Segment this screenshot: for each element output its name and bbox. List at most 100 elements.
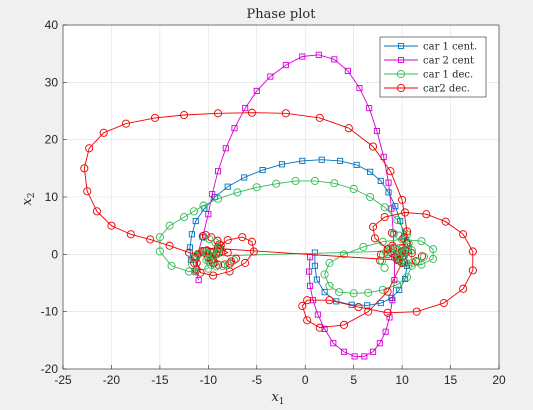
data-point <box>368 222 378 231</box>
data-point <box>224 183 231 190</box>
data-point <box>401 234 410 244</box>
data-point <box>213 194 223 203</box>
data-point <box>225 267 234 276</box>
data-point <box>366 192 375 202</box>
legend: car 1 cent. car 2 cent car 1 dec. car2 dec. <box>379 36 487 98</box>
data-point <box>212 262 221 271</box>
data-point <box>150 113 160 122</box>
x-axis-label-subscript: 1 <box>279 397 285 407</box>
data-point <box>340 348 348 355</box>
legend-entry: car2 dec. <box>384 84 470 95</box>
data-point <box>281 109 290 118</box>
data-point <box>242 105 249 112</box>
legend-entry: car 2 cent <box>384 56 474 67</box>
legend-label: car2 dec. <box>423 84 470 95</box>
data-point <box>441 217 450 226</box>
legend-marker <box>397 42 405 50</box>
data-point <box>459 284 468 293</box>
converged-cluster <box>188 232 239 276</box>
data-point <box>429 245 438 254</box>
data-point <box>395 231 404 240</box>
x-tick-label: 0 <box>302 373 309 387</box>
data-point <box>209 191 216 198</box>
data-point <box>396 286 403 293</box>
data-point <box>199 201 208 210</box>
data-point <box>380 153 387 160</box>
data-point <box>386 314 393 321</box>
data-point <box>184 248 194 257</box>
data-point <box>413 257 422 266</box>
data-point <box>382 328 389 335</box>
data-point <box>267 73 274 80</box>
data-point <box>282 62 289 69</box>
data-point <box>321 325 328 332</box>
data-point <box>223 235 232 245</box>
data-point <box>180 110 189 120</box>
data-point <box>419 252 428 261</box>
data-point <box>393 215 402 224</box>
series-4 <box>80 108 477 332</box>
data-point <box>349 289 358 298</box>
y-axis-label-main: x <box>20 198 35 206</box>
data-point <box>398 195 407 204</box>
data-point <box>222 145 229 152</box>
data-point <box>299 157 306 164</box>
x-tick-label: -20 <box>103 373 121 387</box>
data-point <box>356 85 363 92</box>
data-point <box>351 353 358 360</box>
series-line <box>189 159 408 306</box>
data-point <box>377 300 384 307</box>
data-point <box>307 282 314 289</box>
data-point <box>380 263 389 272</box>
data-point <box>249 247 258 256</box>
series-layer <box>80 51 477 360</box>
data-point <box>315 323 324 332</box>
data-point <box>291 176 300 185</box>
data-point <box>205 257 214 266</box>
data-point <box>315 51 322 58</box>
x-tick-label: 20 <box>492 373 506 387</box>
data-point <box>313 276 320 283</box>
data-point <box>383 287 392 296</box>
data-point <box>393 245 402 255</box>
data-point <box>361 353 368 360</box>
data-point <box>354 303 363 312</box>
legend-label: car 1 dec. <box>423 70 473 81</box>
data-point <box>205 234 214 244</box>
data-point <box>439 299 448 308</box>
data-point <box>339 320 349 329</box>
data-point <box>107 221 116 230</box>
legend-label: car 1 cent. <box>423 42 477 53</box>
data-point <box>99 128 108 137</box>
legend-label: car 2 cent <box>423 56 474 67</box>
y-tick-label: -20 <box>41 362 59 376</box>
data-point <box>278 161 286 168</box>
data-point <box>299 53 306 60</box>
data-point <box>220 260 229 269</box>
data-point <box>373 128 380 135</box>
data-point <box>191 254 200 263</box>
data-point <box>310 176 319 185</box>
data-point <box>80 164 89 173</box>
data-point <box>213 236 222 245</box>
data-point <box>422 210 431 219</box>
data-point <box>311 262 318 269</box>
data-point <box>344 124 353 133</box>
data-point <box>385 179 392 186</box>
data-point <box>377 177 384 184</box>
data-point <box>190 267 199 276</box>
data-point <box>253 87 260 94</box>
data-point <box>192 265 201 274</box>
y-tick-label: 40 <box>45 18 59 32</box>
data-point <box>192 218 199 225</box>
data-point <box>306 268 313 275</box>
data-point <box>192 251 201 260</box>
data-point <box>85 144 94 153</box>
data-point <box>401 275 409 283</box>
data-point <box>383 308 392 317</box>
data-point <box>241 174 248 181</box>
series-line <box>195 54 395 357</box>
legend-entry: car 1 dec. <box>384 70 473 81</box>
